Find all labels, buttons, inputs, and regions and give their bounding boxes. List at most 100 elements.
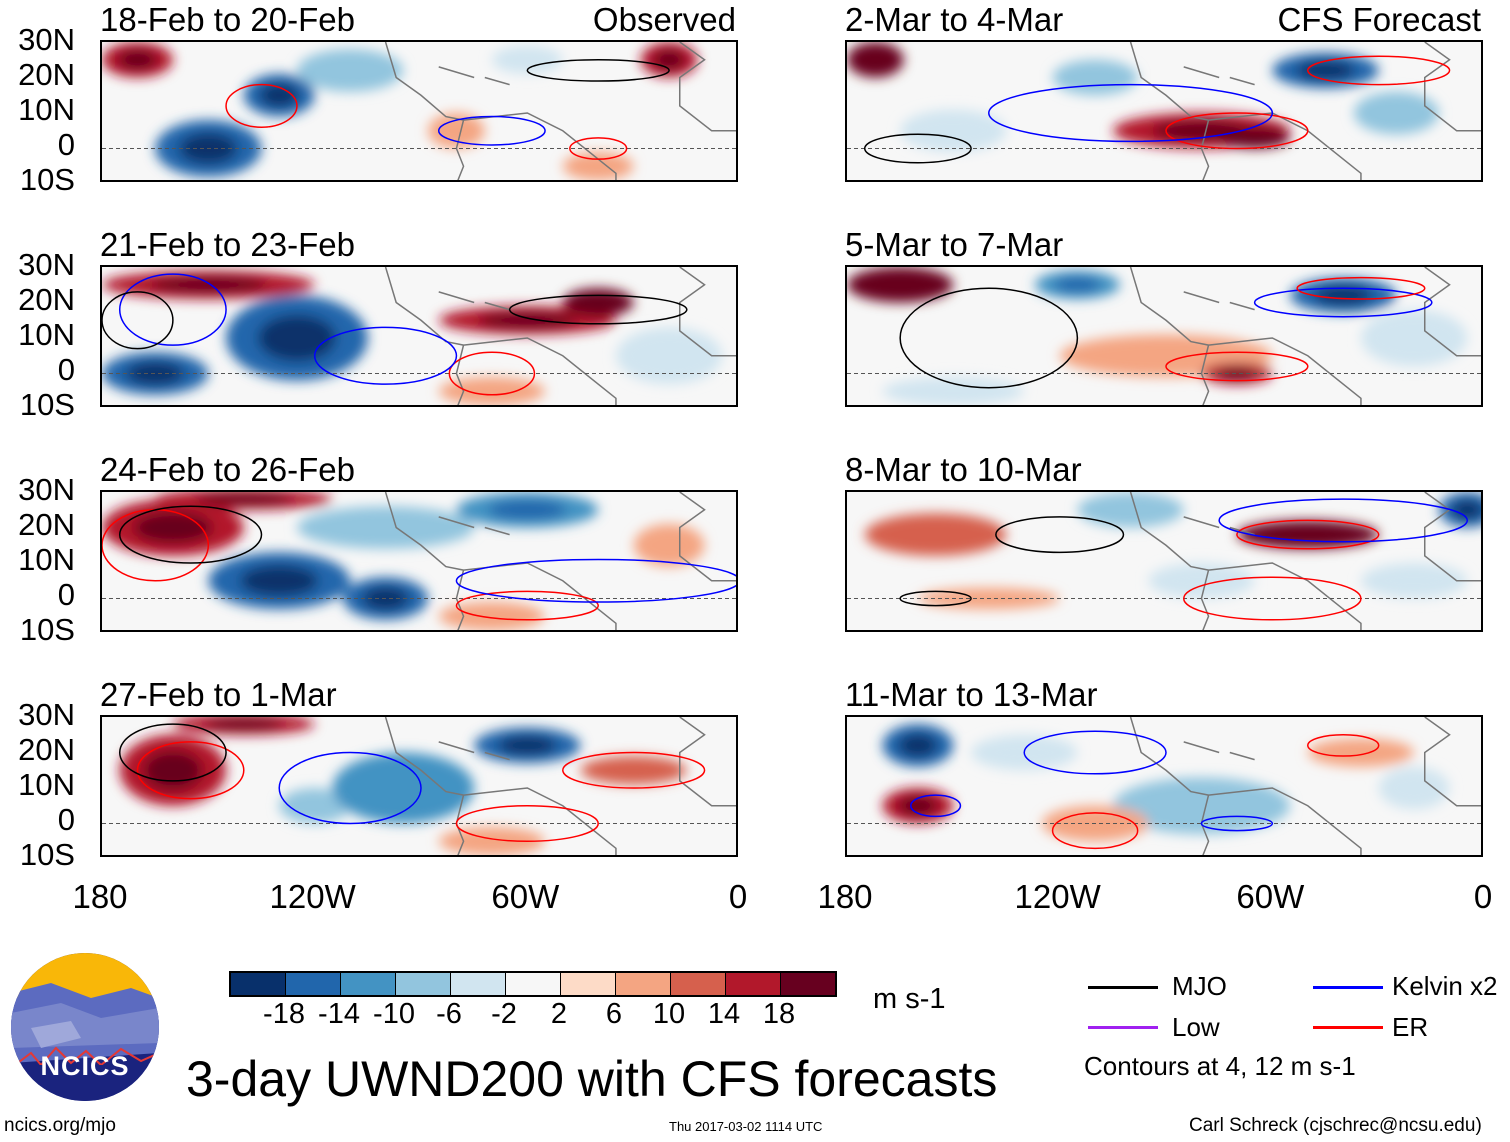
- wave-contour: [102, 291, 174, 350]
- wind-anomaly-core: [1313, 285, 1373, 306]
- legend-er-label: ER: [1392, 1012, 1429, 1042]
- coastline: [384, 42, 736, 180]
- colorbar-units: m s-1: [873, 983, 946, 1015]
- wind-anomaly-blob: [1052, 59, 1138, 96]
- colorbar-tick-label: 18: [762, 998, 796, 1030]
- wind-anomaly-core: [859, 49, 891, 70]
- wind-anomaly-blob: [296, 49, 404, 92]
- panel-title: 11-Mar to 13-Mar: [845, 676, 1098, 713]
- wind-anomaly-core: [257, 314, 336, 362]
- legend-mjo-line: [1088, 986, 1158, 989]
- wind-anomaly-core: [1053, 276, 1101, 293]
- wind-anomaly-core: [1451, 499, 1481, 520]
- contour-note: Contours at 4, 12 m s-1: [1084, 1051, 1356, 1081]
- coastline: [384, 717, 736, 855]
- wave-contour: [313, 326, 458, 385]
- wave-contour: [508, 294, 688, 325]
- wave-contour: [988, 83, 1274, 143]
- wave-contour: [1165, 351, 1309, 382]
- coastline: [384, 492, 736, 630]
- colorbar-swatch: [451, 973, 506, 995]
- wind-anomaly-blob: [580, 756, 687, 785]
- wind-anomaly-blob: [1378, 766, 1450, 810]
- panel-title: 2-Mar to 4-Mar: [845, 1, 1064, 38]
- map-panel: [100, 265, 738, 407]
- lat-tick-label: 20N: [18, 57, 75, 92]
- colorbar-swatch: [561, 973, 616, 995]
- lat-tick-label: 10S: [19, 837, 75, 872]
- wind-anomaly-blob: [438, 377, 546, 405]
- wave-contour: [526, 59, 670, 82]
- lat-tick-label: 30N: [18, 247, 75, 282]
- panel-title: 5-Mar to 7-Mar: [845, 226, 1064, 263]
- wind-anomaly-core: [1217, 367, 1257, 380]
- lon-tick-label: 60W: [1236, 878, 1305, 915]
- wind-anomaly-blob: [1360, 309, 1468, 367]
- wind-anomaly-core: [870, 274, 930, 295]
- wave-contour: [455, 805, 599, 842]
- wind-anomaly-core: [488, 499, 567, 520]
- wind-anomaly-core: [898, 733, 938, 758]
- colorbar-tick-label: -2: [491, 998, 517, 1030]
- coastline: [1129, 267, 1481, 405]
- panel-title: 8-Mar to 10-Mar: [845, 451, 1082, 488]
- map-panel: [845, 265, 1483, 407]
- wind-anomaly-blob: [882, 377, 1025, 405]
- legend-kelvin-label: Kelvin x2: [1392, 971, 1498, 1001]
- lat-tick-label: 30N: [18, 472, 75, 507]
- lat-tick-label: 20N: [18, 507, 75, 542]
- colorbar-swatch: [341, 973, 396, 995]
- colorbar-tick-label: -14: [318, 998, 360, 1030]
- wind-anomaly-blob: [1353, 91, 1439, 135]
- coastline: [1129, 717, 1481, 855]
- lat-tick-label: 10S: [19, 612, 75, 647]
- colorbar-tick-label: -6: [436, 998, 462, 1030]
- wave-contour: [1218, 498, 1469, 543]
- wave-contour: [118, 723, 227, 782]
- wave-contour: [562, 751, 706, 789]
- colorbar-swatch: [671, 973, 726, 995]
- colorbar-swatch: [396, 973, 451, 995]
- lon-tick-label: 120W: [1014, 878, 1101, 915]
- wave-contour: [1023, 730, 1167, 775]
- panel-title: 18-Feb to 20-Feb: [100, 1, 355, 38]
- lat-tick-label: 10S: [19, 162, 75, 197]
- lat-tick-label: 0: [57, 127, 75, 162]
- wind-anomaly-core: [578, 294, 618, 311]
- wind-anomaly-blob: [864, 513, 1007, 556]
- column-label: Observed: [592, 1, 736, 38]
- colorbar-swatch: [506, 973, 561, 995]
- lon-tick-label: 0: [728, 878, 748, 915]
- wave-contour: [455, 590, 599, 621]
- colorbar-tick-label: 14: [707, 998, 741, 1030]
- lat-tick-label: 20N: [18, 282, 75, 317]
- colorbar-swatch: [231, 973, 286, 995]
- wind-anomaly-core: [143, 750, 203, 790]
- legend-kelvin-line: [1313, 986, 1383, 989]
- footer-timestamp: Thu 2017-03-02 1114 UTC: [669, 1119, 823, 1134]
- legend-low-label: Low: [1172, 1012, 1220, 1042]
- wave-contour: [1051, 812, 1139, 850]
- wave-contour: [1307, 55, 1451, 86]
- colorbar-swatch: [286, 973, 341, 995]
- wind-anomaly-core: [117, 49, 157, 70]
- wave-contour: [995, 516, 1125, 554]
- footer-url[interactable]: ncics.org/mjo: [4, 1115, 116, 1136]
- lon-tick-label: 180: [817, 878, 873, 915]
- wind-anomaly-core: [1268, 526, 1347, 543]
- wind-anomaly-blob: [615, 327, 723, 385]
- wind-anomaly-blob: [633, 523, 705, 567]
- wind-anomaly-blob: [900, 109, 1007, 153]
- wind-anomaly-blob: [438, 827, 546, 855]
- column-label: CFS Forecast: [1277, 1, 1481, 38]
- wave-contour: [278, 751, 422, 825]
- wind-anomaly-blob: [332, 752, 475, 824]
- lat-tick-label: 10N: [18, 542, 75, 577]
- wind-anomaly-core: [259, 83, 299, 107]
- map-panel: [845, 490, 1483, 632]
- wave-contour: [899, 590, 972, 607]
- map-panel: [845, 40, 1483, 182]
- wave-contour: [1200, 815, 1274, 832]
- wind-anomaly-blob: [428, 113, 485, 149]
- colorbar: [229, 971, 837, 997]
